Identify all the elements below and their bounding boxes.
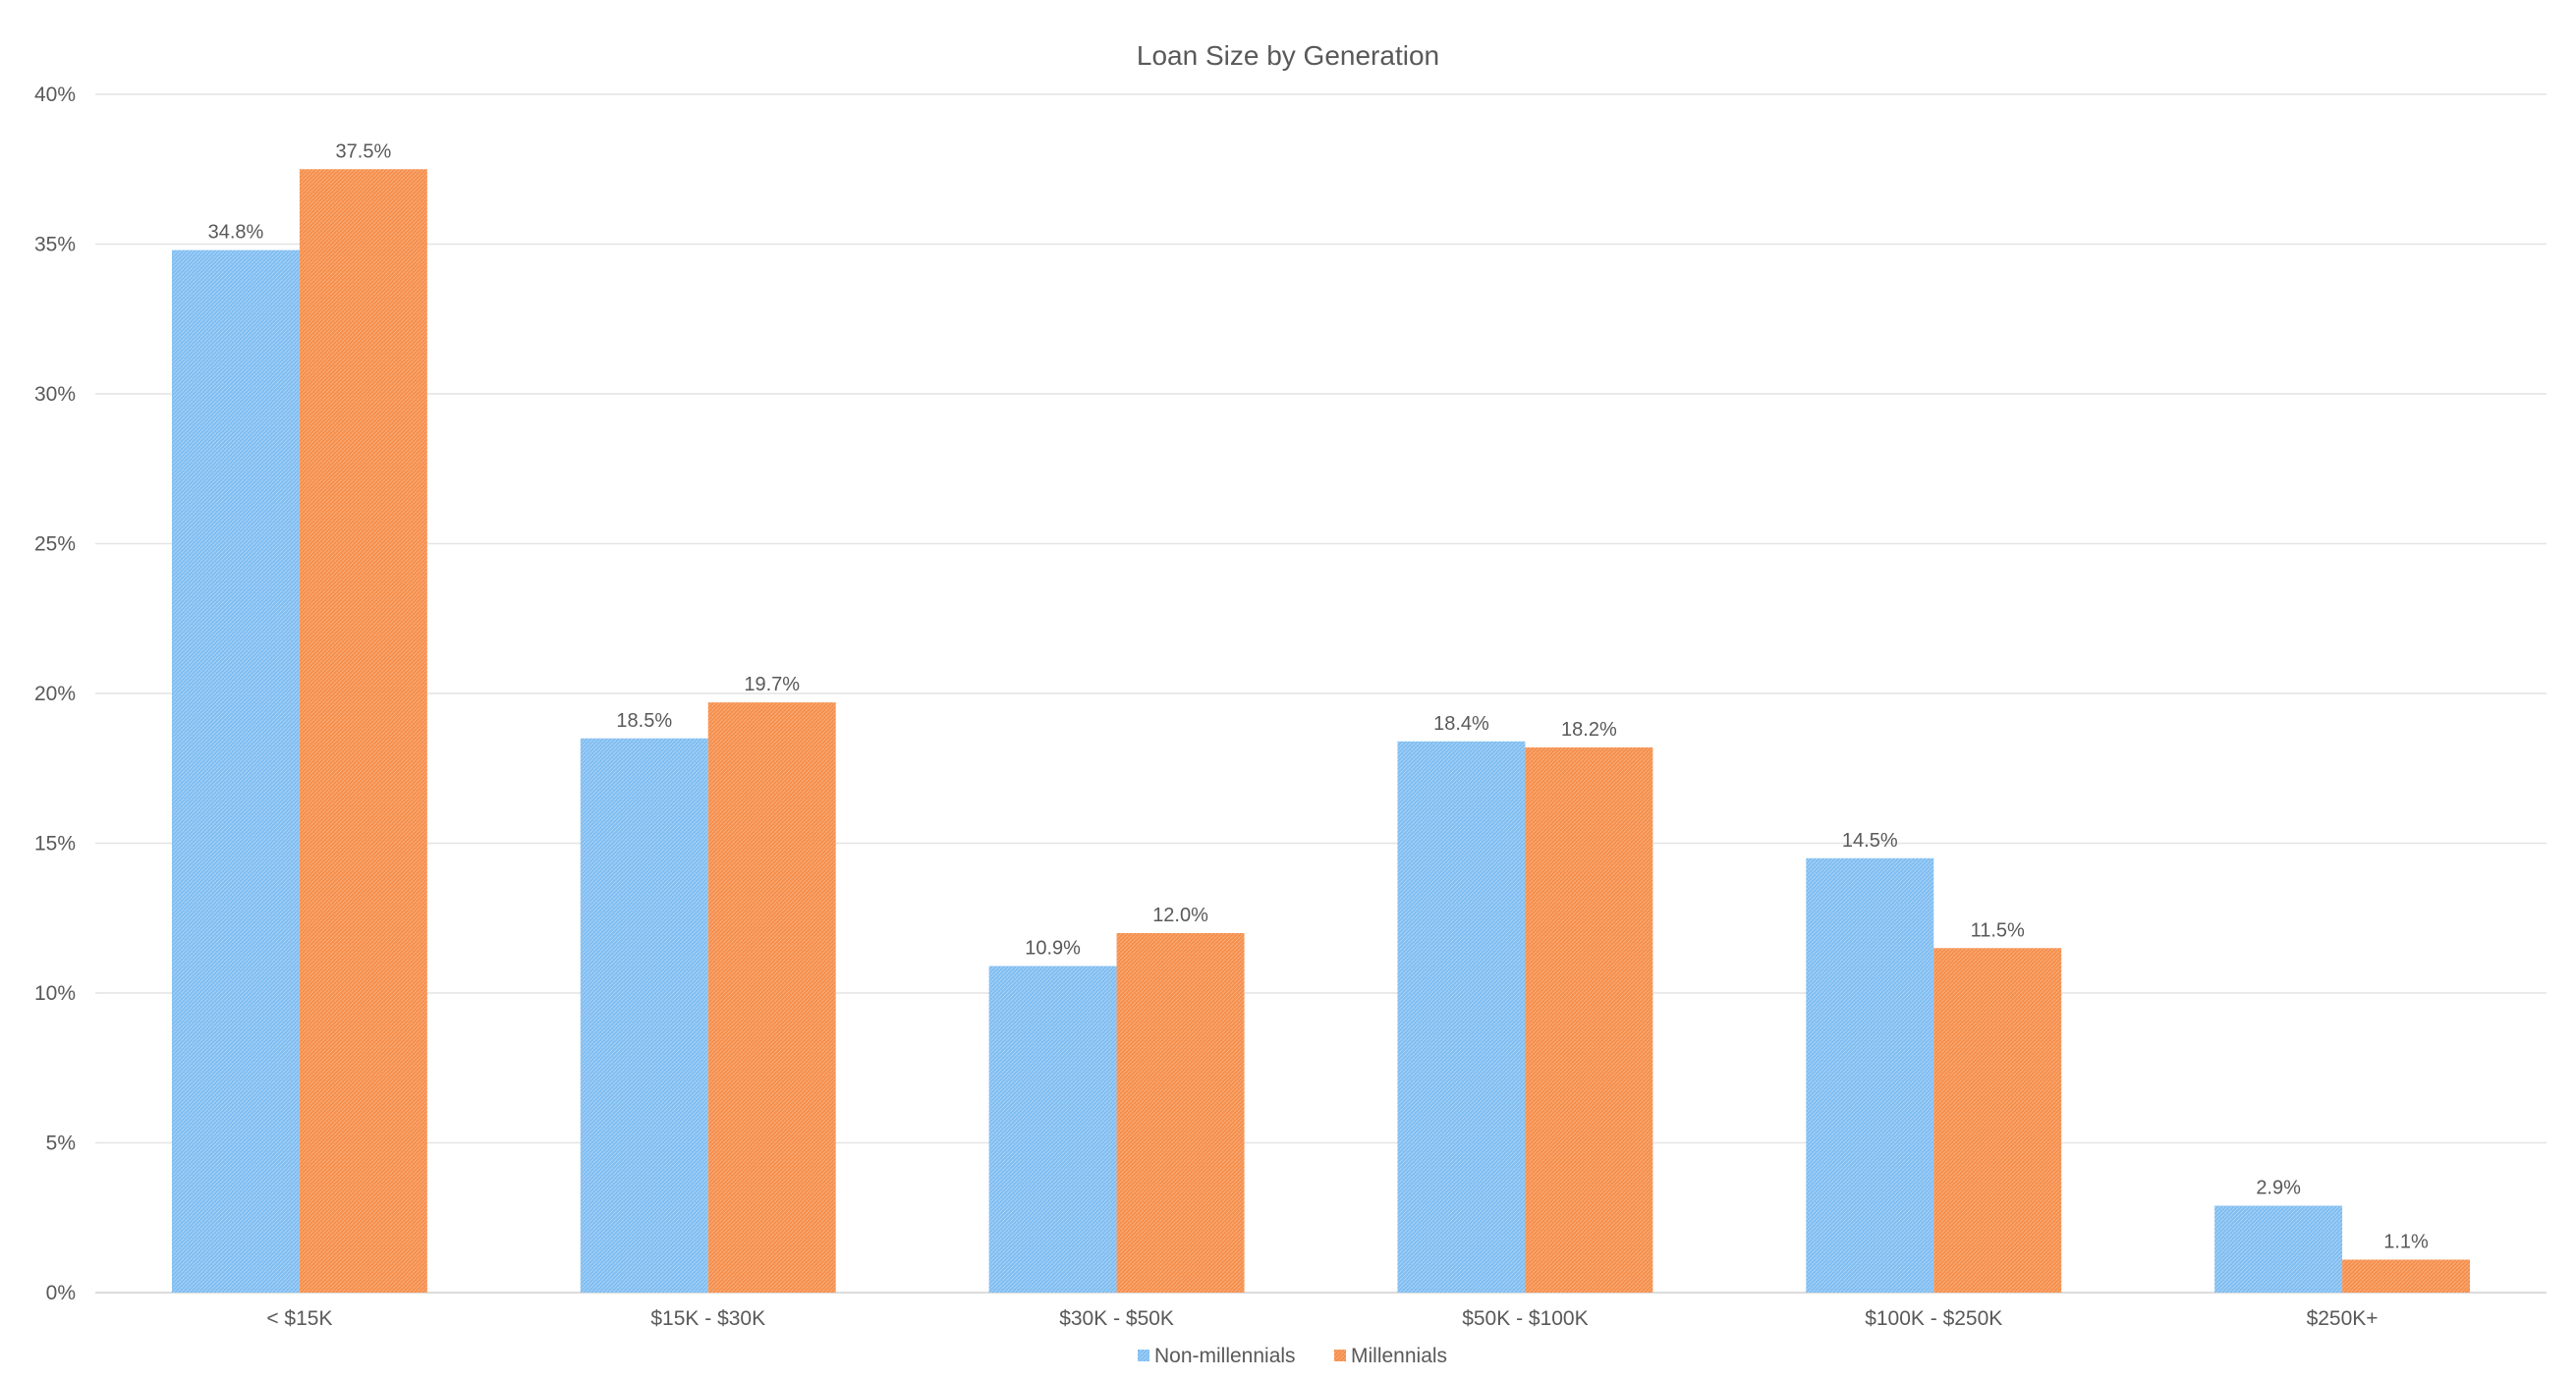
y-axis: 0% 5% 10% 15% 20% 25% 30% 35% 40% xyxy=(34,83,76,1304)
data-label: 12.0% xyxy=(1152,905,1208,926)
y-tick-label: 0% xyxy=(46,1282,76,1304)
x-tick-label: $30K - $50K xyxy=(1059,1307,1174,1330)
bar-millennials xyxy=(299,169,427,1293)
data-label: 18.4% xyxy=(1433,713,1489,735)
data-label: 14.5% xyxy=(1842,830,1898,852)
data-label: 34.8% xyxy=(208,222,264,244)
bar-non-millennials xyxy=(1806,857,1934,1293)
data-label: 10.9% xyxy=(1025,938,1081,960)
legend-label: Millennials xyxy=(1351,1345,1447,1367)
legend-swatch-non-millennials xyxy=(1138,1350,1149,1361)
chart-title: Loan Size by Generation xyxy=(1137,40,1439,71)
bar-millennials xyxy=(707,702,836,1293)
legend: Non-millennials Millennials xyxy=(1138,1345,1447,1367)
y-tick-label: 40% xyxy=(34,83,76,106)
y-tick-label: 5% xyxy=(46,1132,76,1155)
bar-millennials xyxy=(1525,746,1653,1293)
data-label: 19.7% xyxy=(744,674,800,695)
bar-millennials xyxy=(2342,1259,2471,1293)
data-label: 2.9% xyxy=(2256,1178,2301,1199)
bar-non-millennials xyxy=(171,249,300,1294)
y-tick-label: 20% xyxy=(34,683,76,705)
data-label: 11.5% xyxy=(1971,919,2025,941)
bar-non-millennials xyxy=(2214,1205,2343,1293)
data-label: 1.1% xyxy=(2383,1231,2429,1252)
data-label: 18.2% xyxy=(1561,719,1617,741)
y-tick-label: 25% xyxy=(34,533,76,556)
x-tick-label: $50K - $100K xyxy=(1462,1307,1588,1330)
bar-non-millennials xyxy=(988,966,1117,1293)
bars xyxy=(171,169,2471,1294)
data-labels: 34.8% 37.5% 18.5% 19.7% 10.9% 12.0% 18.4% 18.2%… xyxy=(208,140,2429,1252)
x-axis: < $15K $15K - $30K $30K - $50K $50K - $100K… xyxy=(266,1307,2378,1330)
gridlines xyxy=(95,93,2547,1294)
y-tick-label: 30% xyxy=(34,383,76,406)
data-label: 37.5% xyxy=(336,140,392,162)
legend-label: Non-millennials xyxy=(1154,1345,1296,1367)
x-tick-label: $250K+ xyxy=(2307,1307,2379,1330)
x-tick-label: $100K - $250K xyxy=(1865,1307,2002,1330)
y-tick-label: 10% xyxy=(34,982,76,1005)
x-tick-label: $15K - $30K xyxy=(650,1307,765,1330)
bar-non-millennials xyxy=(1397,741,1526,1293)
y-tick-label: 15% xyxy=(34,833,76,856)
legend-swatch-millennials xyxy=(1334,1350,1346,1361)
bar-millennials xyxy=(1116,933,1245,1293)
y-tick-label: 35% xyxy=(34,234,76,256)
bar-non-millennials xyxy=(580,738,708,1293)
x-tick-label: < $15K xyxy=(266,1307,332,1330)
bar-millennials xyxy=(1933,948,2062,1293)
data-label: 18.5% xyxy=(616,710,672,732)
